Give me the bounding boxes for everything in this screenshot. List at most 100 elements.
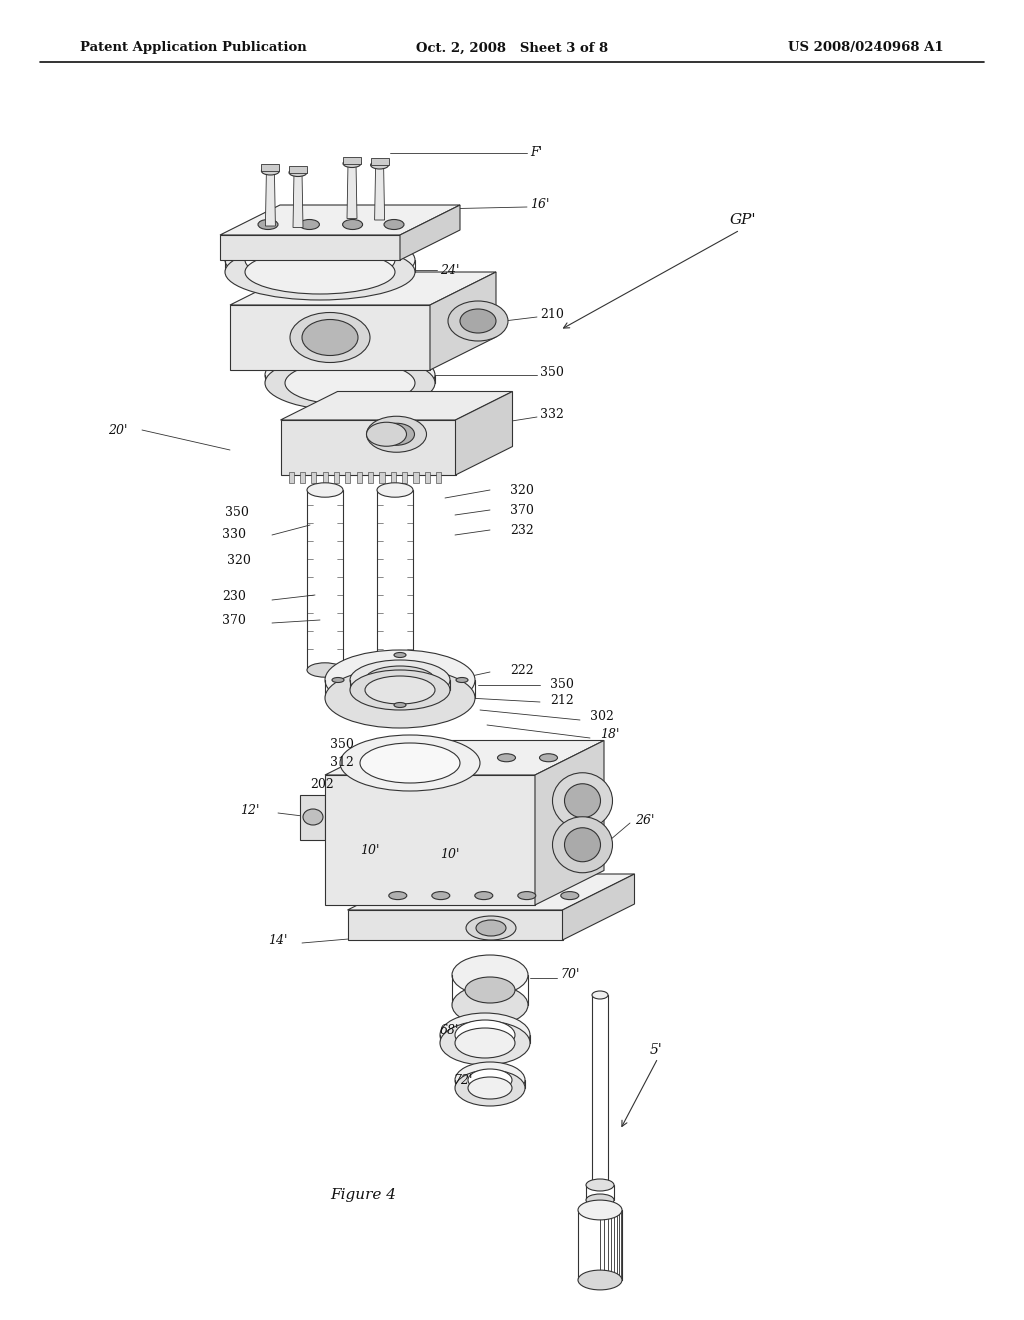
Polygon shape xyxy=(343,157,361,164)
Ellipse shape xyxy=(380,672,420,688)
Ellipse shape xyxy=(586,1195,614,1206)
Text: 320: 320 xyxy=(510,483,534,496)
Ellipse shape xyxy=(455,1020,515,1049)
Polygon shape xyxy=(325,775,535,906)
Polygon shape xyxy=(456,392,512,475)
Ellipse shape xyxy=(561,891,579,900)
Text: 10': 10' xyxy=(360,843,379,857)
Polygon shape xyxy=(345,473,350,483)
Polygon shape xyxy=(347,874,635,909)
Text: 332: 332 xyxy=(540,408,564,421)
Polygon shape xyxy=(220,235,400,260)
Text: 350: 350 xyxy=(540,367,564,380)
Text: 18': 18' xyxy=(600,729,620,742)
Text: 222: 222 xyxy=(510,664,534,676)
Ellipse shape xyxy=(592,991,608,999)
Ellipse shape xyxy=(432,891,450,900)
Ellipse shape xyxy=(372,754,389,762)
Ellipse shape xyxy=(455,1063,525,1098)
Text: 14': 14' xyxy=(268,933,288,946)
Ellipse shape xyxy=(225,232,415,288)
Ellipse shape xyxy=(468,1077,512,1100)
Ellipse shape xyxy=(475,891,493,900)
Polygon shape xyxy=(371,158,388,165)
Text: 370: 370 xyxy=(222,614,246,627)
Ellipse shape xyxy=(325,649,475,710)
Text: Patent Application Publication: Patent Application Publication xyxy=(80,41,307,54)
Polygon shape xyxy=(325,741,604,775)
Ellipse shape xyxy=(350,671,450,710)
Polygon shape xyxy=(425,473,430,483)
Ellipse shape xyxy=(389,891,407,900)
Ellipse shape xyxy=(365,667,435,694)
Ellipse shape xyxy=(245,238,395,282)
Ellipse shape xyxy=(265,347,435,403)
Polygon shape xyxy=(347,909,562,940)
Text: Figure 4: Figure 4 xyxy=(330,1188,396,1203)
Text: 312: 312 xyxy=(330,756,354,770)
Text: 370: 370 xyxy=(510,503,534,516)
Ellipse shape xyxy=(564,784,600,818)
Polygon shape xyxy=(281,420,456,475)
Ellipse shape xyxy=(265,243,375,277)
Ellipse shape xyxy=(299,219,319,230)
Polygon shape xyxy=(414,473,419,483)
Polygon shape xyxy=(289,473,294,483)
Ellipse shape xyxy=(540,754,557,762)
Ellipse shape xyxy=(518,891,536,900)
Polygon shape xyxy=(379,473,385,483)
Ellipse shape xyxy=(225,244,415,300)
Ellipse shape xyxy=(440,1020,530,1065)
Polygon shape xyxy=(535,741,604,906)
Ellipse shape xyxy=(302,319,358,355)
Text: 232: 232 xyxy=(510,524,534,536)
Text: US 2008/0240968 A1: US 2008/0240968 A1 xyxy=(788,41,944,54)
Ellipse shape xyxy=(289,169,307,177)
Text: 212: 212 xyxy=(550,693,573,706)
Ellipse shape xyxy=(553,817,612,873)
Ellipse shape xyxy=(452,954,528,995)
Ellipse shape xyxy=(360,743,460,783)
Text: 302: 302 xyxy=(590,710,613,723)
Text: 70': 70' xyxy=(560,969,580,982)
Ellipse shape xyxy=(332,677,344,682)
Polygon shape xyxy=(323,473,328,483)
Ellipse shape xyxy=(261,168,280,176)
Ellipse shape xyxy=(578,1200,622,1220)
Ellipse shape xyxy=(414,754,431,762)
Ellipse shape xyxy=(343,160,361,168)
Ellipse shape xyxy=(452,985,528,1026)
Ellipse shape xyxy=(476,920,506,936)
Text: 5': 5' xyxy=(650,1043,663,1057)
Ellipse shape xyxy=(371,161,388,169)
Text: 10': 10' xyxy=(440,849,460,862)
Ellipse shape xyxy=(265,355,435,411)
Polygon shape xyxy=(281,392,512,420)
Ellipse shape xyxy=(455,1028,515,1059)
Ellipse shape xyxy=(377,483,413,498)
Ellipse shape xyxy=(367,422,407,446)
Ellipse shape xyxy=(394,702,406,708)
Text: 72': 72' xyxy=(453,1073,472,1086)
Ellipse shape xyxy=(325,668,475,729)
Ellipse shape xyxy=(498,754,515,762)
Text: Oct. 2, 2008   Sheet 3 of 8: Oct. 2, 2008 Sheet 3 of 8 xyxy=(416,41,608,54)
Polygon shape xyxy=(293,173,303,227)
Text: 350: 350 xyxy=(330,738,354,751)
Ellipse shape xyxy=(245,249,395,294)
Polygon shape xyxy=(436,473,441,483)
Polygon shape xyxy=(375,165,385,220)
Text: 24': 24' xyxy=(440,264,460,276)
Polygon shape xyxy=(562,874,635,940)
Ellipse shape xyxy=(449,301,508,341)
Ellipse shape xyxy=(343,219,362,230)
Ellipse shape xyxy=(340,735,480,791)
Ellipse shape xyxy=(285,352,415,397)
Ellipse shape xyxy=(564,828,600,862)
Text: 16': 16' xyxy=(530,198,549,211)
Polygon shape xyxy=(400,205,460,260)
Text: 350: 350 xyxy=(225,507,249,520)
Ellipse shape xyxy=(455,1071,525,1106)
Polygon shape xyxy=(300,473,305,483)
Text: 330: 330 xyxy=(222,528,246,541)
